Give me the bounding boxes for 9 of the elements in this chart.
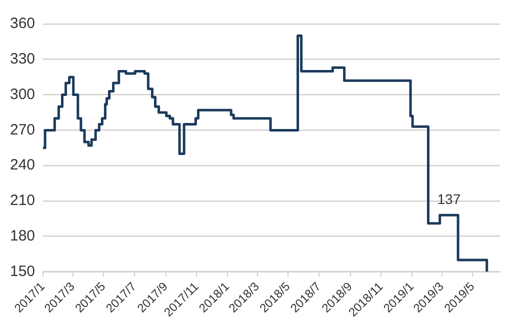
y-tick-label: 240 xyxy=(10,156,36,174)
y-tick-label: 270 xyxy=(10,121,36,138)
y-tick-label: 330 xyxy=(10,50,36,68)
y-tick-label: 210 xyxy=(10,192,36,210)
y-tick-label: 300 xyxy=(10,86,36,103)
annotation: 137 xyxy=(437,191,461,207)
y-tick-label: 180 xyxy=(10,228,36,245)
y-tick-label: 150 xyxy=(10,262,36,280)
y-tick-label: 360 xyxy=(10,15,36,32)
